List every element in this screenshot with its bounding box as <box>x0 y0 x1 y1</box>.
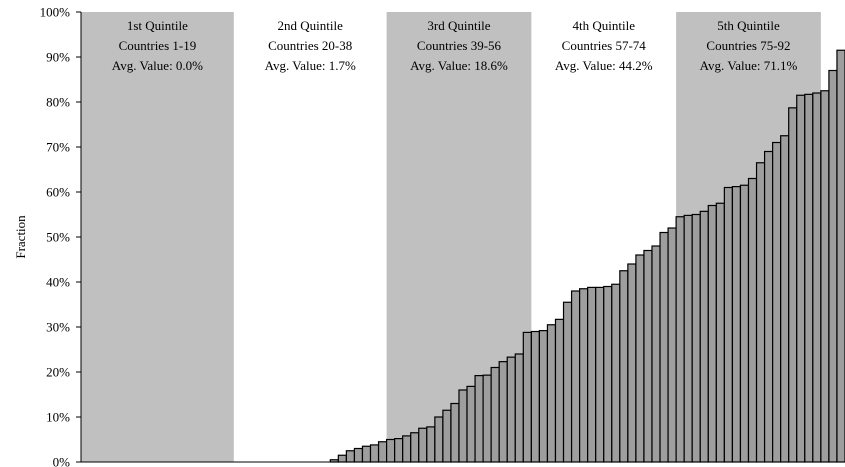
y-tick-label: 90% <box>46 50 70 65</box>
bar-country-88 <box>780 135 790 463</box>
quintile-name: 3rd Quintile <box>427 18 490 33</box>
y-tick-label: 40% <box>46 275 70 290</box>
bar-country-63 <box>579 288 589 463</box>
bar-country-89 <box>788 107 798 463</box>
bar-country-79 <box>707 204 717 463</box>
bar-country-46 <box>442 409 452 463</box>
bar-country-86 <box>763 150 774 463</box>
bar-country-56 <box>522 331 532 463</box>
quintile-avg: Avg. Value: 0.0% <box>112 58 203 73</box>
bar-country-85 <box>755 162 766 463</box>
bar-country-83 <box>739 184 750 463</box>
bar-country-93 <box>820 90 830 463</box>
bars <box>329 49 845 463</box>
bar-country-87 <box>772 141 782 463</box>
bar-country-45 <box>434 416 444 463</box>
bar-country-77 <box>691 213 701 463</box>
bar-country-91 <box>804 93 814 463</box>
bar-country-90 <box>796 94 806 463</box>
quintile-range: Countries 57-74 <box>562 38 647 53</box>
bar-country-80 <box>715 202 725 463</box>
bar-country-84 <box>747 177 758 463</box>
bar-country-55 <box>514 353 524 463</box>
bar-country-47 <box>450 402 460 463</box>
bar-country-51 <box>482 374 492 463</box>
y-tick-label: 30% <box>46 320 70 335</box>
bar-country-95 <box>836 49 845 463</box>
quintile-avg: Avg. Value: 1.7% <box>265 58 356 73</box>
quintile-labels: 1st Quintile Countries 1-19 Avg. Value: 0.… <box>112 18 798 73</box>
quintile-range: Countries 20-38 <box>268 38 352 53</box>
y-tick-label: 0% <box>53 455 71 467</box>
bar-country-65 <box>595 286 605 463</box>
quintile-avg: Avg. Value: 18.6% <box>410 58 508 73</box>
y-axis-label: Fraction <box>13 215 28 259</box>
bar-country-38 <box>377 441 388 463</box>
bar-country-94 <box>828 69 838 463</box>
bar-country-57 <box>530 330 541 463</box>
bar-country-64 <box>587 286 597 463</box>
bar-country-44 <box>426 426 436 463</box>
quintile-range: Countries 1-19 <box>119 38 197 53</box>
bar-country-53 <box>498 361 508 463</box>
y-tick-label: 100% <box>40 5 71 20</box>
bar-country-72 <box>651 245 661 463</box>
bar-country-59 <box>546 324 557 463</box>
bar-country-71 <box>643 249 653 463</box>
bar-country-69 <box>627 263 637 463</box>
quintile-name: 1st Quintile <box>127 18 188 33</box>
y-tick-label: 20% <box>46 365 70 380</box>
bar-country-70 <box>635 254 645 463</box>
bar-country-82 <box>731 186 742 463</box>
quintile-band-1 <box>81 12 234 462</box>
bar-country-66 <box>603 285 613 463</box>
y-tick-label: 80% <box>46 95 70 110</box>
y-tick-label: 50% <box>46 230 70 245</box>
bar-country-35 <box>353 447 364 463</box>
bar-country-41 <box>402 435 412 463</box>
quintile-range: Countries 75-92 <box>706 38 790 53</box>
bar-country-40 <box>394 438 404 463</box>
y-tick-label: 60% <box>46 185 70 200</box>
bar-country-37 <box>369 444 380 463</box>
bar-country-92 <box>812 92 822 463</box>
bar-country-74 <box>667 227 677 463</box>
bar-country-68 <box>619 270 629 463</box>
bar-country-62 <box>570 290 581 463</box>
bar-country-43 <box>418 427 428 463</box>
quintile-avg: Avg. Value: 44.2% <box>555 58 653 73</box>
bar-country-81 <box>723 186 734 463</box>
y-ticks: 0% 10% 20% 30% 40% 50% 60% 70% 80% 90% 100% <box>40 5 81 467</box>
bar-country-76 <box>683 214 693 463</box>
bar-country-48 <box>458 389 468 463</box>
bar-country-49 <box>466 385 476 463</box>
bar-country-60 <box>554 318 565 463</box>
bar-country-61 <box>562 301 573 463</box>
quintile-name: 2nd Quintile <box>278 18 344 33</box>
bar-country-42 <box>410 432 420 463</box>
bar-country-33 <box>337 454 347 463</box>
bar-country-58 <box>538 330 549 463</box>
quintile-name: 4th Quintile <box>573 18 636 33</box>
y-tick-label: 70% <box>46 140 70 155</box>
quintile-range: Countries 39-56 <box>417 38 502 53</box>
bar-country-67 <box>611 283 621 463</box>
bar-country-54 <box>506 356 516 463</box>
bar-country-73 <box>659 231 669 463</box>
bar-country-50 <box>474 375 484 463</box>
bar-country-78 <box>699 210 709 463</box>
bar-country-34 <box>345 450 356 463</box>
quintile-name: 5th Quintile <box>717 18 780 33</box>
bar-country-36 <box>361 445 372 463</box>
bar-country-39 <box>386 438 396 463</box>
y-tick-label: 10% <box>46 410 70 425</box>
quintile-avg: Avg. Value: 71.1% <box>700 58 798 73</box>
bar-country-75 <box>675 216 685 463</box>
bar-country-52 <box>490 366 500 463</box>
